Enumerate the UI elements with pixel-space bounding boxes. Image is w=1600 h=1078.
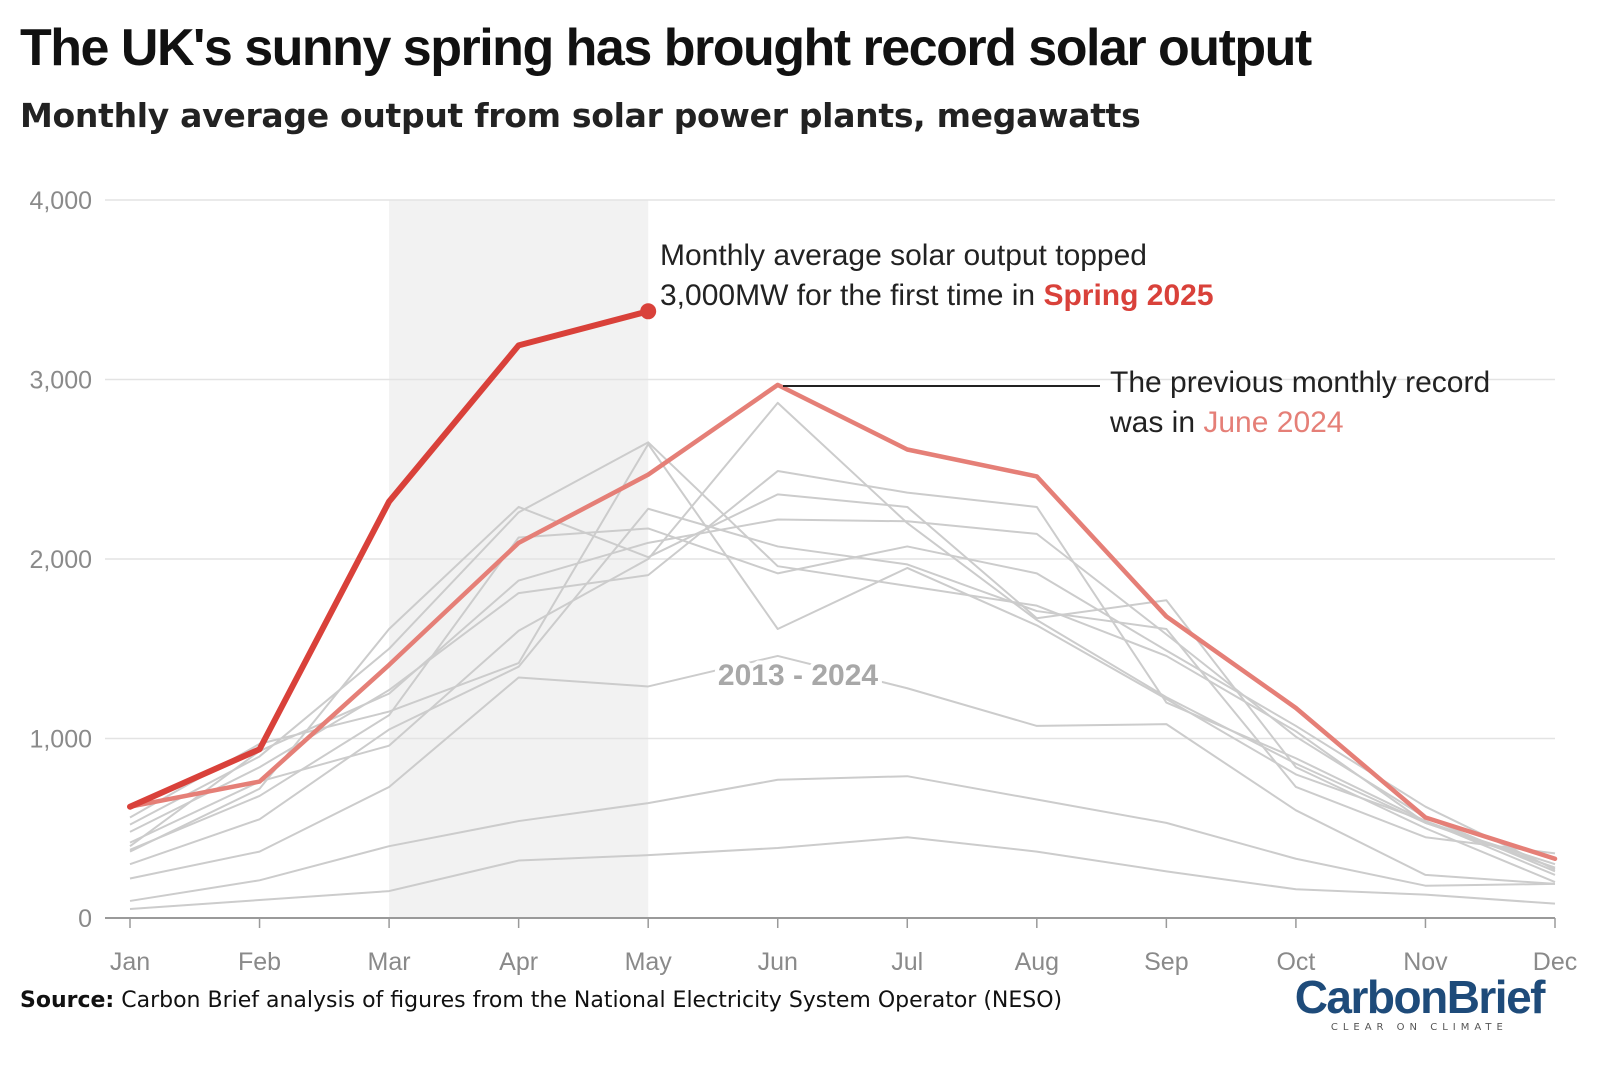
previous-record-annotation-prefix: was in xyxy=(1109,406,1203,439)
x-tick-label: Nov xyxy=(1403,948,1448,976)
series-line-2018 xyxy=(129,401,1556,869)
x-tick-label: Oct xyxy=(1276,948,1315,976)
x-tick-label: May xyxy=(625,948,673,976)
series-line-2017 xyxy=(129,527,1556,871)
logo-wordmark: CarbonBrief xyxy=(1294,971,1546,1023)
series-line-2021 xyxy=(129,518,1556,873)
record-annotation-highlight: Spring 2025 xyxy=(1043,279,1213,312)
y-tick-label: 0 xyxy=(78,905,92,933)
source-text: Carbon Brief analysis of figures from th… xyxy=(121,988,1063,1013)
x-tick-label: Dec xyxy=(1533,948,1577,976)
previous-record-annotation-line2: was in June 2024 xyxy=(1109,406,1344,439)
previous-record-annotation-line1: The previous monthly record xyxy=(1110,366,1490,399)
background-years-label: 2013 - 2024 xyxy=(718,659,878,692)
logo-tagline: CLEAR ON CLIMATE xyxy=(1330,1022,1508,1033)
x-tick-label: Jan xyxy=(110,948,150,976)
y-tick-label: 4,000 xyxy=(29,187,92,215)
x-tick-label: Sep xyxy=(1144,948,1188,976)
y-tick-label: 3,000 xyxy=(29,367,92,395)
series-line-2022 xyxy=(129,441,1556,866)
carbon-brief-logo: CarbonBrief CLEAR ON CLIMATE xyxy=(1294,971,1546,1034)
record-annotation-line2: 3,000MW for the first time in Spring 202… xyxy=(660,279,1214,312)
x-tick-label: Apr xyxy=(499,948,538,976)
chart-title: The UK's sunny spring has brought record… xyxy=(20,19,1312,77)
series-2025-endpoint xyxy=(640,303,657,320)
series-line-2013 xyxy=(129,836,1556,911)
series-line-2015 xyxy=(129,654,1556,885)
x-tick-label: Feb xyxy=(238,948,281,976)
series-line-2023 xyxy=(129,443,1556,869)
chart-subtitle: Monthly average output from solar power … xyxy=(20,96,1141,135)
x-tick-label: Jun xyxy=(758,948,798,976)
y-tick-label: 1,000 xyxy=(29,726,92,754)
series-line-2024 xyxy=(127,382,1558,862)
record-annotation-prefix: 3,000MW for the first time in xyxy=(660,279,1043,312)
y-tick-label: 2,000 xyxy=(29,546,92,574)
series-line-2014 xyxy=(129,775,1556,902)
previous-record-annotation-highlight: June 2024 xyxy=(1203,406,1343,439)
record-annotation-line1: Monthly average solar output topped xyxy=(660,239,1147,272)
series-line-2020 xyxy=(129,493,1556,884)
x-tick-label: Jul xyxy=(891,948,923,976)
source-label: Source: xyxy=(20,988,115,1013)
x-tick-label: Aug xyxy=(1015,948,1059,976)
series-line-2025 xyxy=(127,308,652,810)
source-note: Source: Carbon Brief analysis of figures… xyxy=(20,988,1062,1013)
x-tick-label: Mar xyxy=(368,948,411,976)
series-line-2016 xyxy=(129,507,1556,866)
